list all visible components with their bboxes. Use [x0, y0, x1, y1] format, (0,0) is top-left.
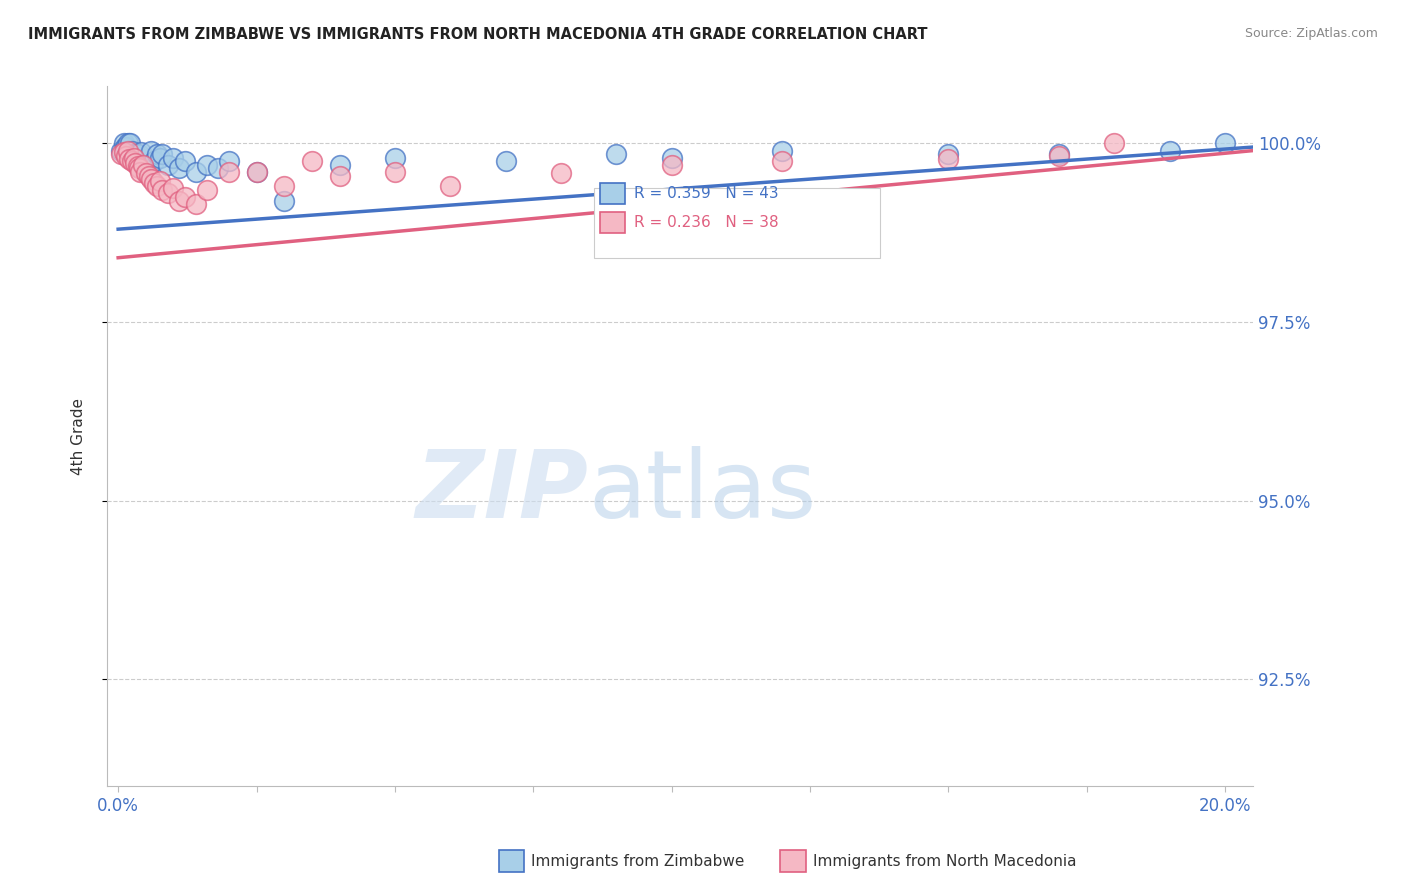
Point: [143, 176, 166, 190]
Point: [122, 147, 145, 161]
Point: [117, 136, 139, 151]
Point: [661, 151, 683, 165]
Point: [162, 180, 184, 194]
Point: [245, 165, 267, 179]
Point: [218, 165, 240, 179]
Point: [1104, 136, 1126, 151]
Text: Immigrants from Zimbabwe: Immigrants from Zimbabwe: [531, 855, 745, 869]
Point: [1159, 144, 1181, 158]
Text: Source: ZipAtlas.com: Source: ZipAtlas.com: [1244, 27, 1378, 40]
Point: [115, 140, 138, 154]
Point: [135, 165, 157, 179]
Point: [273, 179, 295, 194]
Point: [770, 144, 793, 158]
Point: [135, 166, 157, 180]
Point: [141, 172, 163, 186]
Text: R = 0.359   N = 43: R = 0.359 N = 43: [634, 186, 779, 201]
Text: atlas: atlas: [588, 446, 817, 538]
Text: R = 0.236   N = 38: R = 0.236 N = 38: [634, 215, 779, 230]
Point: [173, 154, 195, 169]
Point: [661, 158, 683, 172]
Point: [118, 147, 141, 161]
Point: [495, 154, 517, 169]
Point: [127, 159, 149, 173]
Point: [173, 190, 195, 204]
Point: [1047, 147, 1070, 161]
Point: [149, 151, 172, 165]
Point: [120, 136, 142, 151]
Point: [162, 151, 184, 165]
Point: [124, 151, 146, 165]
Point: [127, 154, 149, 169]
Point: [605, 147, 627, 161]
Point: [770, 154, 793, 169]
Point: [121, 144, 143, 158]
Point: [301, 154, 323, 169]
Point: [550, 166, 572, 180]
Point: [328, 169, 350, 183]
Point: [110, 144, 132, 158]
Point: [132, 158, 155, 172]
Point: [439, 179, 461, 194]
Point: [146, 147, 169, 161]
Point: [1213, 136, 1236, 151]
Point: [112, 145, 135, 159]
Point: [128, 161, 150, 176]
Point: [129, 165, 152, 179]
Point: [112, 136, 135, 151]
Bar: [600, 183, 624, 204]
Point: [184, 165, 207, 179]
Point: [218, 154, 240, 169]
FancyBboxPatch shape: [593, 188, 880, 258]
Point: [131, 145, 153, 159]
Point: [114, 140, 136, 154]
Point: [132, 161, 155, 176]
Bar: [600, 212, 624, 234]
Point: [195, 158, 218, 172]
Point: [110, 147, 132, 161]
Point: [125, 147, 148, 161]
Point: [121, 154, 143, 169]
Point: [146, 179, 169, 194]
Point: [149, 173, 172, 187]
Point: [128, 147, 150, 161]
Point: [207, 161, 229, 176]
Point: [167, 161, 190, 176]
Text: ZIP: ZIP: [415, 446, 588, 538]
Point: [384, 151, 406, 165]
Point: [129, 158, 152, 172]
Point: [141, 144, 163, 158]
Text: Immigrants from North Macedonia: Immigrants from North Macedonia: [813, 855, 1076, 869]
Text: IMMIGRANTS FROM ZIMBABWE VS IMMIGRANTS FROM NORTH MACEDONIA 4TH GRADE CORRELATIO: IMMIGRANTS FROM ZIMBABWE VS IMMIGRANTS F…: [28, 27, 928, 42]
Point: [118, 152, 141, 166]
Point: [184, 197, 207, 211]
Point: [167, 194, 190, 208]
Point: [138, 169, 160, 183]
Point: [117, 144, 139, 158]
Point: [245, 165, 267, 179]
Point: [273, 194, 295, 208]
Point: [115, 149, 138, 163]
Point: [138, 158, 160, 172]
Y-axis label: 4th Grade: 4th Grade: [72, 398, 86, 475]
Point: [122, 151, 145, 165]
Point: [195, 183, 218, 197]
Point: [1047, 149, 1070, 163]
Point: [156, 158, 179, 172]
Point: [938, 147, 960, 161]
Point: [384, 165, 406, 179]
Point: [152, 183, 174, 197]
Point: [124, 156, 146, 170]
Point: [152, 147, 174, 161]
Point: [156, 186, 179, 201]
Point: [143, 154, 166, 169]
Point: [938, 152, 960, 166]
Point: [328, 158, 350, 172]
